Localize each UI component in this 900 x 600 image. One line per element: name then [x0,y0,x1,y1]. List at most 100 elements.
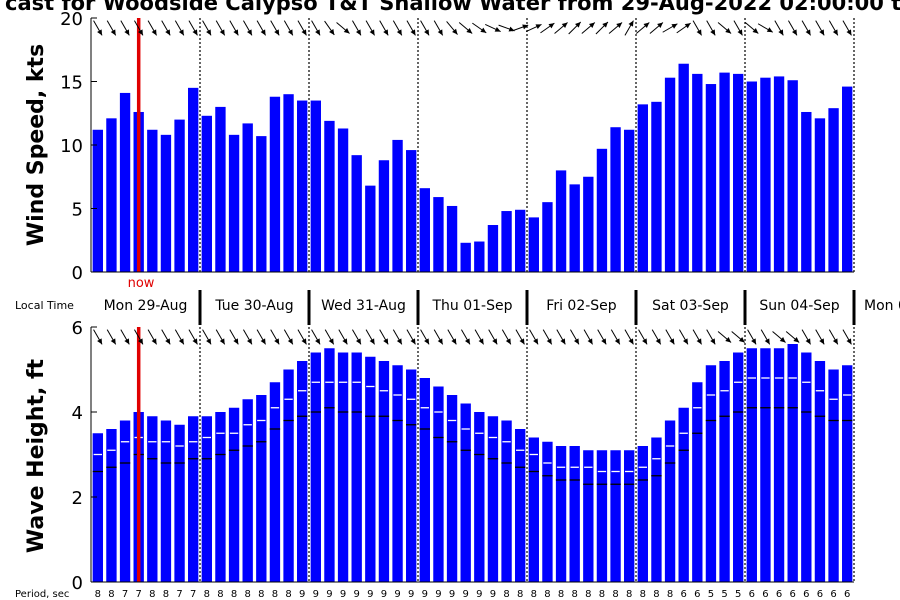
arrow-head [778,29,784,36]
arrow-icon [744,22,759,34]
arrow-icon [202,329,212,345]
bar [474,241,485,272]
arrow-head [819,29,825,36]
bar [787,80,798,272]
period-value: 6 [790,589,796,600]
arrow-head [396,338,402,345]
arrow-icon [581,22,596,34]
arrow-icon [324,20,335,36]
arrow-icon [256,329,266,345]
arrow-head [696,29,702,36]
arrow-icon [365,20,375,36]
arrow-icon [420,329,430,345]
period-value: 6 [844,589,850,600]
arrow-icon [106,20,117,36]
arrow-icon [515,329,525,345]
period-value: 6 [749,589,755,600]
period-value: 8 [544,589,550,600]
period-value: 9 [313,589,319,600]
arrow-icon [556,329,566,345]
arrow-icon [229,20,239,36]
bar [719,361,730,582]
bar [269,96,281,273]
arrow-icon [406,20,416,36]
day-label: Sat 03-Sep [652,298,729,314]
arrow-icon [635,22,650,34]
arrow-head [424,338,430,345]
bar [746,81,757,272]
arrow-icon [570,329,580,345]
arrow-icon [134,329,144,345]
bar [188,416,199,582]
arrow-icon [624,329,634,345]
arrow-head [246,338,252,345]
bar [392,139,403,272]
arrow-head [779,336,786,343]
arrow-icon [147,329,157,345]
bar [651,101,662,272]
bar [228,407,240,582]
bar [569,184,580,272]
arrow-head [793,336,800,343]
arrow-head [151,338,157,345]
arrow-icon [324,329,335,345]
arrow-head [396,29,402,36]
period-value: 9 [490,589,496,600]
arrow-head [274,29,280,36]
arrow-icon [485,23,501,33]
arrow-head [192,338,198,345]
arrow-icon [717,22,732,34]
arrow-head [329,29,335,35]
bar [624,129,635,272]
bar [378,160,390,272]
period-label: Period, sec [15,589,69,600]
arrow-head [628,338,634,345]
arrow-icon [638,329,648,345]
bar [446,395,458,582]
bar [324,348,335,582]
arrow-icon [815,329,825,345]
arrow-head [437,338,443,345]
period-value: 9 [449,589,455,600]
bar [664,77,676,272]
period-value: 9 [354,589,360,600]
arrow-head [737,29,743,36]
arrow-head [246,29,252,36]
period-value: 8 [626,589,632,600]
arrow-head [602,21,608,28]
period-value: 8 [231,589,237,600]
bar [555,446,567,582]
bar [283,94,294,272]
bar [596,450,608,582]
y-tick-label: 10 [60,136,83,157]
arrow-icon [311,329,321,345]
bar [337,128,349,272]
arrow-icon [336,22,350,34]
arrow-icon [379,329,389,345]
bar [406,150,417,272]
arrow-icon [106,329,117,345]
arrow-head [410,338,416,345]
arrow-icon [447,329,457,345]
arrow-icon [420,20,430,36]
arrow-icon [188,20,198,36]
bar [719,72,730,272]
arrow-icon [501,329,512,345]
arrow-icon [352,329,362,345]
arrow-head [522,24,529,30]
period-value: 9 [340,589,346,600]
arrow-icon [772,331,786,343]
bar [624,450,635,582]
arrow-icon [243,20,253,36]
bar [773,76,785,272]
arrow-head [561,22,568,29]
arrow-icon [392,329,403,345]
bar [297,361,308,582]
arrow-head [151,29,157,36]
arrow-icon [760,329,771,345]
arrow-icon [801,20,811,36]
arrow-head [328,338,334,345]
bar [664,420,676,582]
arrow-icon [608,22,623,34]
period-value: 8 [258,589,264,600]
